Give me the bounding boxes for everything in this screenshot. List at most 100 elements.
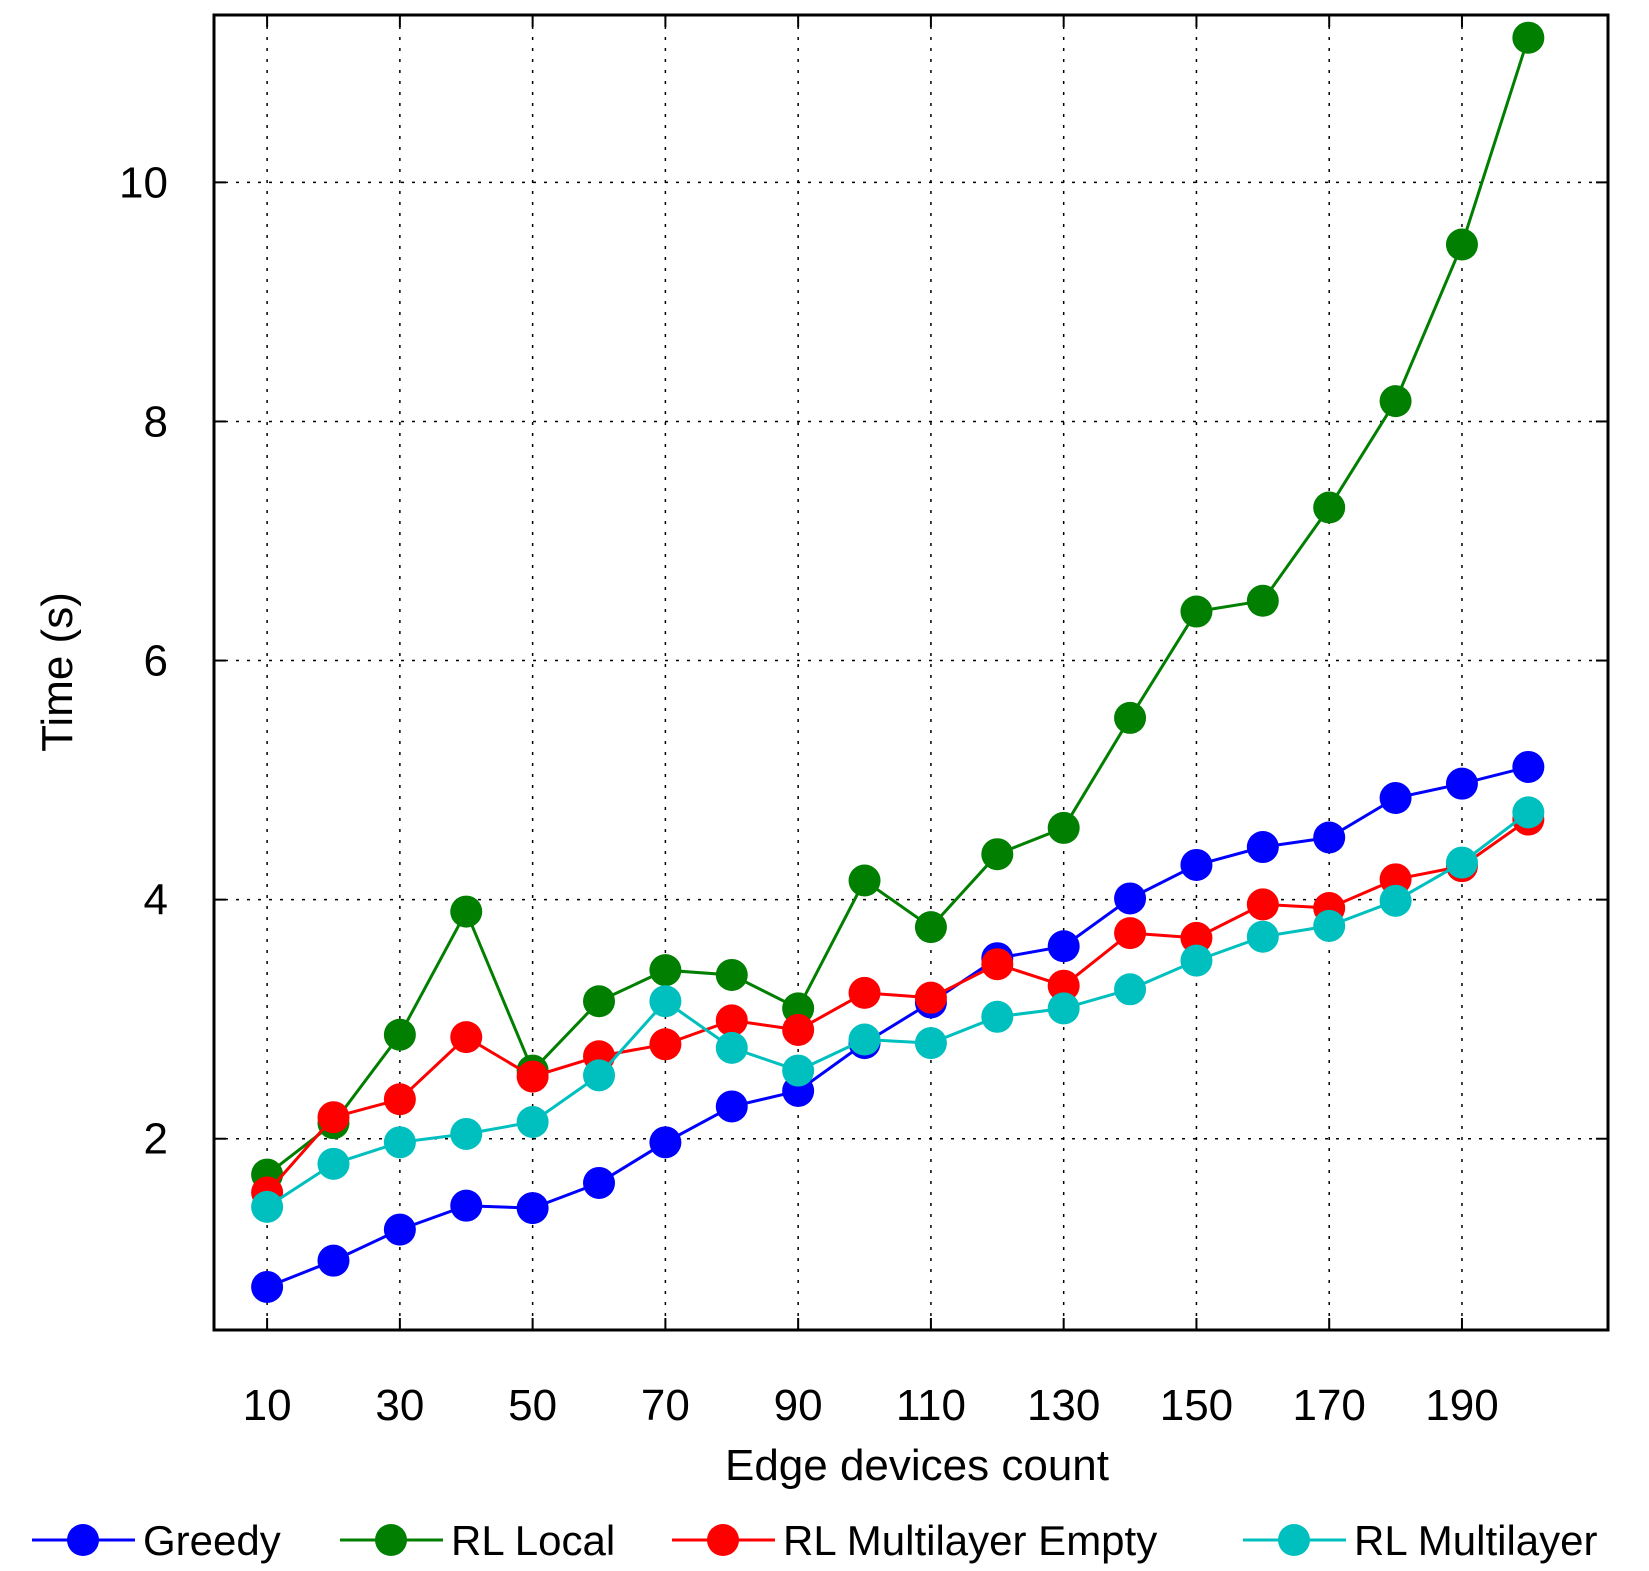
data-point-rl-multilayer-empty xyxy=(317,1101,350,1134)
data-point-rl-multilayer-empty xyxy=(782,1013,815,1046)
data-point-greedy xyxy=(1379,782,1412,815)
series-rl-multilayer-empty xyxy=(251,803,1545,1209)
data-point-rl-multilayer xyxy=(981,1000,1014,1033)
data-point-rl-multilayer xyxy=(516,1105,549,1138)
data-point-rl-multilayer xyxy=(1114,973,1147,1006)
data-point-rl-multilayer xyxy=(317,1147,350,1180)
data-point-greedy xyxy=(251,1270,284,1303)
series-line-rl-multilayer xyxy=(266,811,1530,1209)
data-point-rl-multilayer-empty xyxy=(914,981,947,1014)
data-point-rl-local xyxy=(848,864,881,897)
series-layer xyxy=(251,21,1545,1303)
x-tick-label: 170 xyxy=(1292,1381,1365,1430)
data-point-greedy xyxy=(649,1126,682,1159)
y-axis-label: Time (s) xyxy=(33,592,82,752)
data-point-rl-multilayer xyxy=(649,985,682,1018)
data-point-rl-multilayer xyxy=(848,1023,881,1056)
data-point-rl-multilayer xyxy=(1180,944,1213,977)
x-tick-label: 150 xyxy=(1160,1381,1233,1430)
data-point-rl-multilayer xyxy=(1379,884,1412,917)
axis-ticks: 10 30 50 70 90 110 130 150 170 190 2 4 6 8 10 xyxy=(119,15,1608,1430)
data-point-greedy xyxy=(450,1189,483,1222)
data-point-rl-local xyxy=(1445,228,1478,261)
data-point-rl-multilayer xyxy=(450,1117,483,1150)
data-point-greedy xyxy=(1246,831,1279,864)
legend-item-rl-multilayer-empty: RL Multilayer Empty xyxy=(672,1517,1157,1564)
y-tick-label: 4 xyxy=(144,876,168,925)
legend-label-rl-multilayer-empty: RL Multilayer Empty xyxy=(783,1517,1157,1564)
data-point-rl-local xyxy=(383,1018,416,1051)
data-point-rl-local xyxy=(914,911,947,944)
data-point-greedy xyxy=(1512,750,1545,783)
data-point-rl-multilayer-empty xyxy=(450,1021,483,1054)
data-point-rl-local xyxy=(649,954,682,987)
legend-marker-greedy xyxy=(67,1524,99,1556)
data-point-rl-local xyxy=(1379,385,1412,418)
data-point-rl-multilayer xyxy=(715,1031,748,1064)
y-tick-label: 8 xyxy=(144,397,168,446)
data-point-rl-multilayer-empty xyxy=(516,1060,549,1093)
legend-marker-rl-multilayer-empty xyxy=(707,1524,739,1556)
data-point-greedy xyxy=(516,1192,549,1225)
legend-label-greedy: Greedy xyxy=(143,1517,281,1564)
x-tick-label: 90 xyxy=(774,1381,823,1430)
y-tick-label: 2 xyxy=(144,1115,168,1164)
data-point-rl-local xyxy=(583,985,616,1018)
data-point-greedy xyxy=(1445,767,1478,800)
x-tick-label: 190 xyxy=(1425,1381,1498,1430)
data-point-rl-multilayer xyxy=(914,1027,947,1060)
data-point-rl-multilayer-empty xyxy=(1246,888,1279,921)
data-point-greedy xyxy=(583,1166,616,1199)
data-point-rl-multilayer-empty xyxy=(715,1004,748,1037)
data-point-greedy xyxy=(1047,930,1080,963)
data-point-rl-multilayer xyxy=(251,1190,284,1223)
data-point-rl-local xyxy=(981,838,1014,871)
data-point-rl-multilayer-empty xyxy=(981,948,1014,981)
grid xyxy=(214,15,1608,1330)
data-point-rl-local xyxy=(1114,701,1147,734)
data-point-greedy xyxy=(715,1090,748,1123)
x-tick-label: 70 xyxy=(641,1381,690,1430)
data-point-rl-multilayer-empty xyxy=(383,1083,416,1116)
data-point-rl-local xyxy=(1047,811,1080,844)
legend-marker-rl-local xyxy=(375,1524,407,1556)
data-point-greedy xyxy=(317,1244,350,1277)
x-tick-label: 130 xyxy=(1027,1381,1100,1430)
data-point-rl-multilayer xyxy=(1445,846,1478,879)
series-line-rl-local xyxy=(266,37,1530,1176)
data-point-rl-multilayer xyxy=(1512,796,1545,829)
series-rl-multilayer xyxy=(251,796,1545,1223)
x-tick-label: 30 xyxy=(375,1381,424,1430)
legend-item-greedy: Greedy xyxy=(32,1517,281,1564)
data-point-rl-multilayer-empty xyxy=(1180,921,1213,954)
data-point-rl-multilayer xyxy=(583,1059,616,1092)
data-point-rl-multilayer xyxy=(383,1126,416,1159)
legend-item-rl-multilayer: RL Multilayer xyxy=(1243,1517,1598,1564)
legend-marker-rl-multilayer xyxy=(1278,1524,1310,1556)
data-point-greedy xyxy=(1313,821,1346,854)
data-point-rl-multilayer xyxy=(1047,992,1080,1025)
legend: Greedy RL Local RL Multilayer Empty RL Mult… xyxy=(32,1517,1598,1564)
legend-item-rl-local: RL Local xyxy=(340,1517,615,1564)
data-point-rl-multilayer-empty xyxy=(1047,969,1080,1002)
legend-label-rl-local: RL Local xyxy=(451,1517,615,1564)
data-point-rl-local xyxy=(1512,21,1545,54)
data-point-rl-local xyxy=(1313,491,1346,524)
data-point-greedy xyxy=(1114,882,1147,915)
x-tick-label: 50 xyxy=(508,1381,557,1430)
data-point-rl-multilayer xyxy=(1246,920,1279,953)
data-point-rl-local xyxy=(1246,584,1279,617)
legend-label-rl-multilayer: RL Multilayer xyxy=(1354,1517,1598,1564)
series-rl-local xyxy=(251,21,1545,1191)
data-point-rl-local xyxy=(450,895,483,928)
x-tick-label: 110 xyxy=(896,1381,966,1430)
data-point-rl-local xyxy=(715,958,748,991)
data-point-rl-multilayer xyxy=(1313,909,1346,942)
plot-area-frame xyxy=(212,13,1610,1332)
data-point-greedy xyxy=(383,1213,416,1246)
series-greedy xyxy=(251,750,1545,1303)
x-tick-label: 10 xyxy=(243,1381,292,1430)
data-point-rl-multilayer-empty xyxy=(848,976,881,1009)
data-point-rl-multilayer xyxy=(782,1054,815,1087)
